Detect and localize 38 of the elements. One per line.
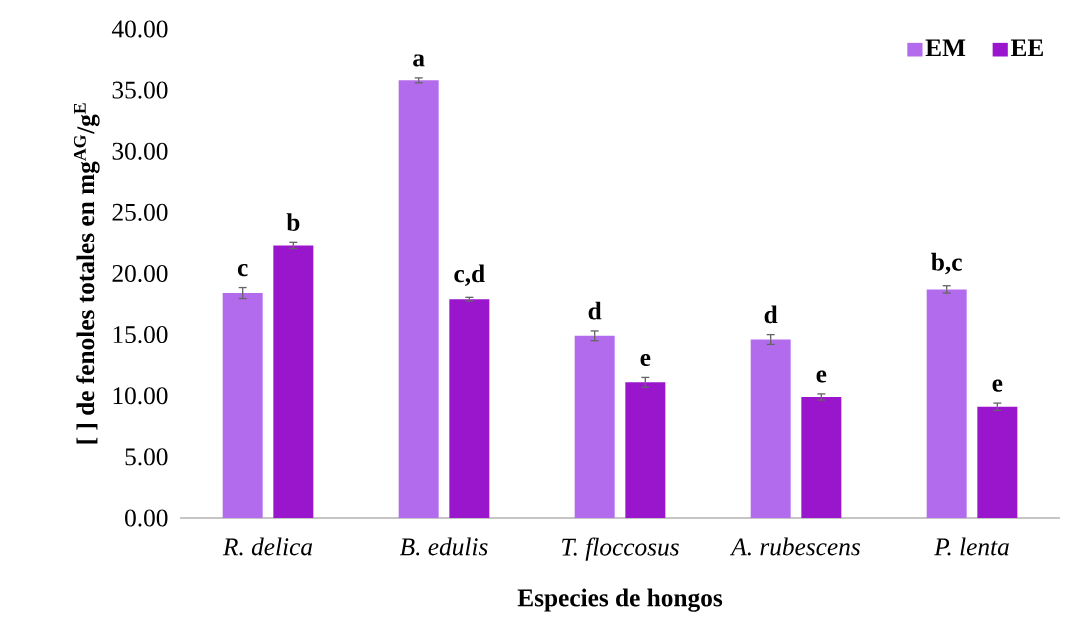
data-label: c [237,264,248,277]
data-label: d [588,301,602,320]
bar [574,335,615,518]
bar [750,339,791,518]
x-tick-label: P. lenta [934,537,1009,556]
bar [222,293,263,518]
bar [398,80,439,518]
y-tick-label: 15.00 [113,326,168,344]
y-tick-label: 25.00 [112,203,168,221]
data-label: e [640,353,651,367]
legend-label: EM [925,39,966,57]
data-label: c,d [454,264,485,286]
y-tick-label: 10.00 [113,387,168,405]
y-tick-label: 20.00 [112,264,168,283]
y-tick-label: 30.00 [112,142,168,160]
bar [449,299,490,518]
data-label: b,c [931,252,962,275]
data-label: e [816,370,827,383]
x-tick-label: B. edulis [399,537,488,556]
data-label: a [413,54,425,67]
bar [625,382,666,518]
bar [926,289,967,518]
y-tick-label: 35.00 [112,81,168,99]
bar [273,245,314,518]
data-label: d [764,305,778,324]
x-axis-title: Especies de hongos [517,588,723,612]
legend-label: EE [1010,39,1043,57]
data-label: b [286,213,300,231]
bar [977,406,1018,518]
y-tick-label: 40.00 [111,20,168,38]
y-axis-title: [ ] de fenoles totales en mg$^{AG}$/g$^{E}$ [73,103,100,444]
y-tick-label: 0.00 [125,509,168,527]
x-tick-label: R. delica [222,537,313,556]
bar [801,396,842,518]
x-tick-label: T. floccosus [562,537,679,561]
data-label: e [992,379,1003,392]
x-tick-label: A. rubescens [729,537,860,556]
y-tick-label: 5.00 [125,448,168,466]
